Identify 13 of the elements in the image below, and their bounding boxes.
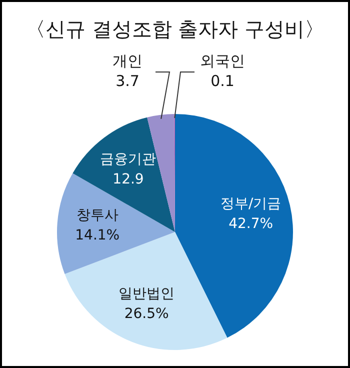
slice-label: 개인 bbox=[112, 52, 142, 70]
slice-label: 일반법인 bbox=[118, 286, 175, 302]
data-label: 12.9 bbox=[112, 171, 144, 188]
slice-label: 창투사 bbox=[76, 208, 118, 224]
slice-label: 금융기관 bbox=[100, 151, 156, 168]
slice-label: 정부/기금 bbox=[220, 196, 282, 212]
data-label: 14.1% bbox=[75, 228, 120, 244]
data-label: 26.5% bbox=[124, 306, 169, 322]
slice-label: 외국인 bbox=[200, 52, 245, 70]
chart-title: 〈신규 결성조합 출자자 구성비〉 bbox=[24, 16, 326, 43]
data-label: 0.1 bbox=[210, 72, 234, 90]
data-label: 3.7 bbox=[116, 72, 140, 90]
data-label: 42.7% bbox=[228, 216, 274, 232]
